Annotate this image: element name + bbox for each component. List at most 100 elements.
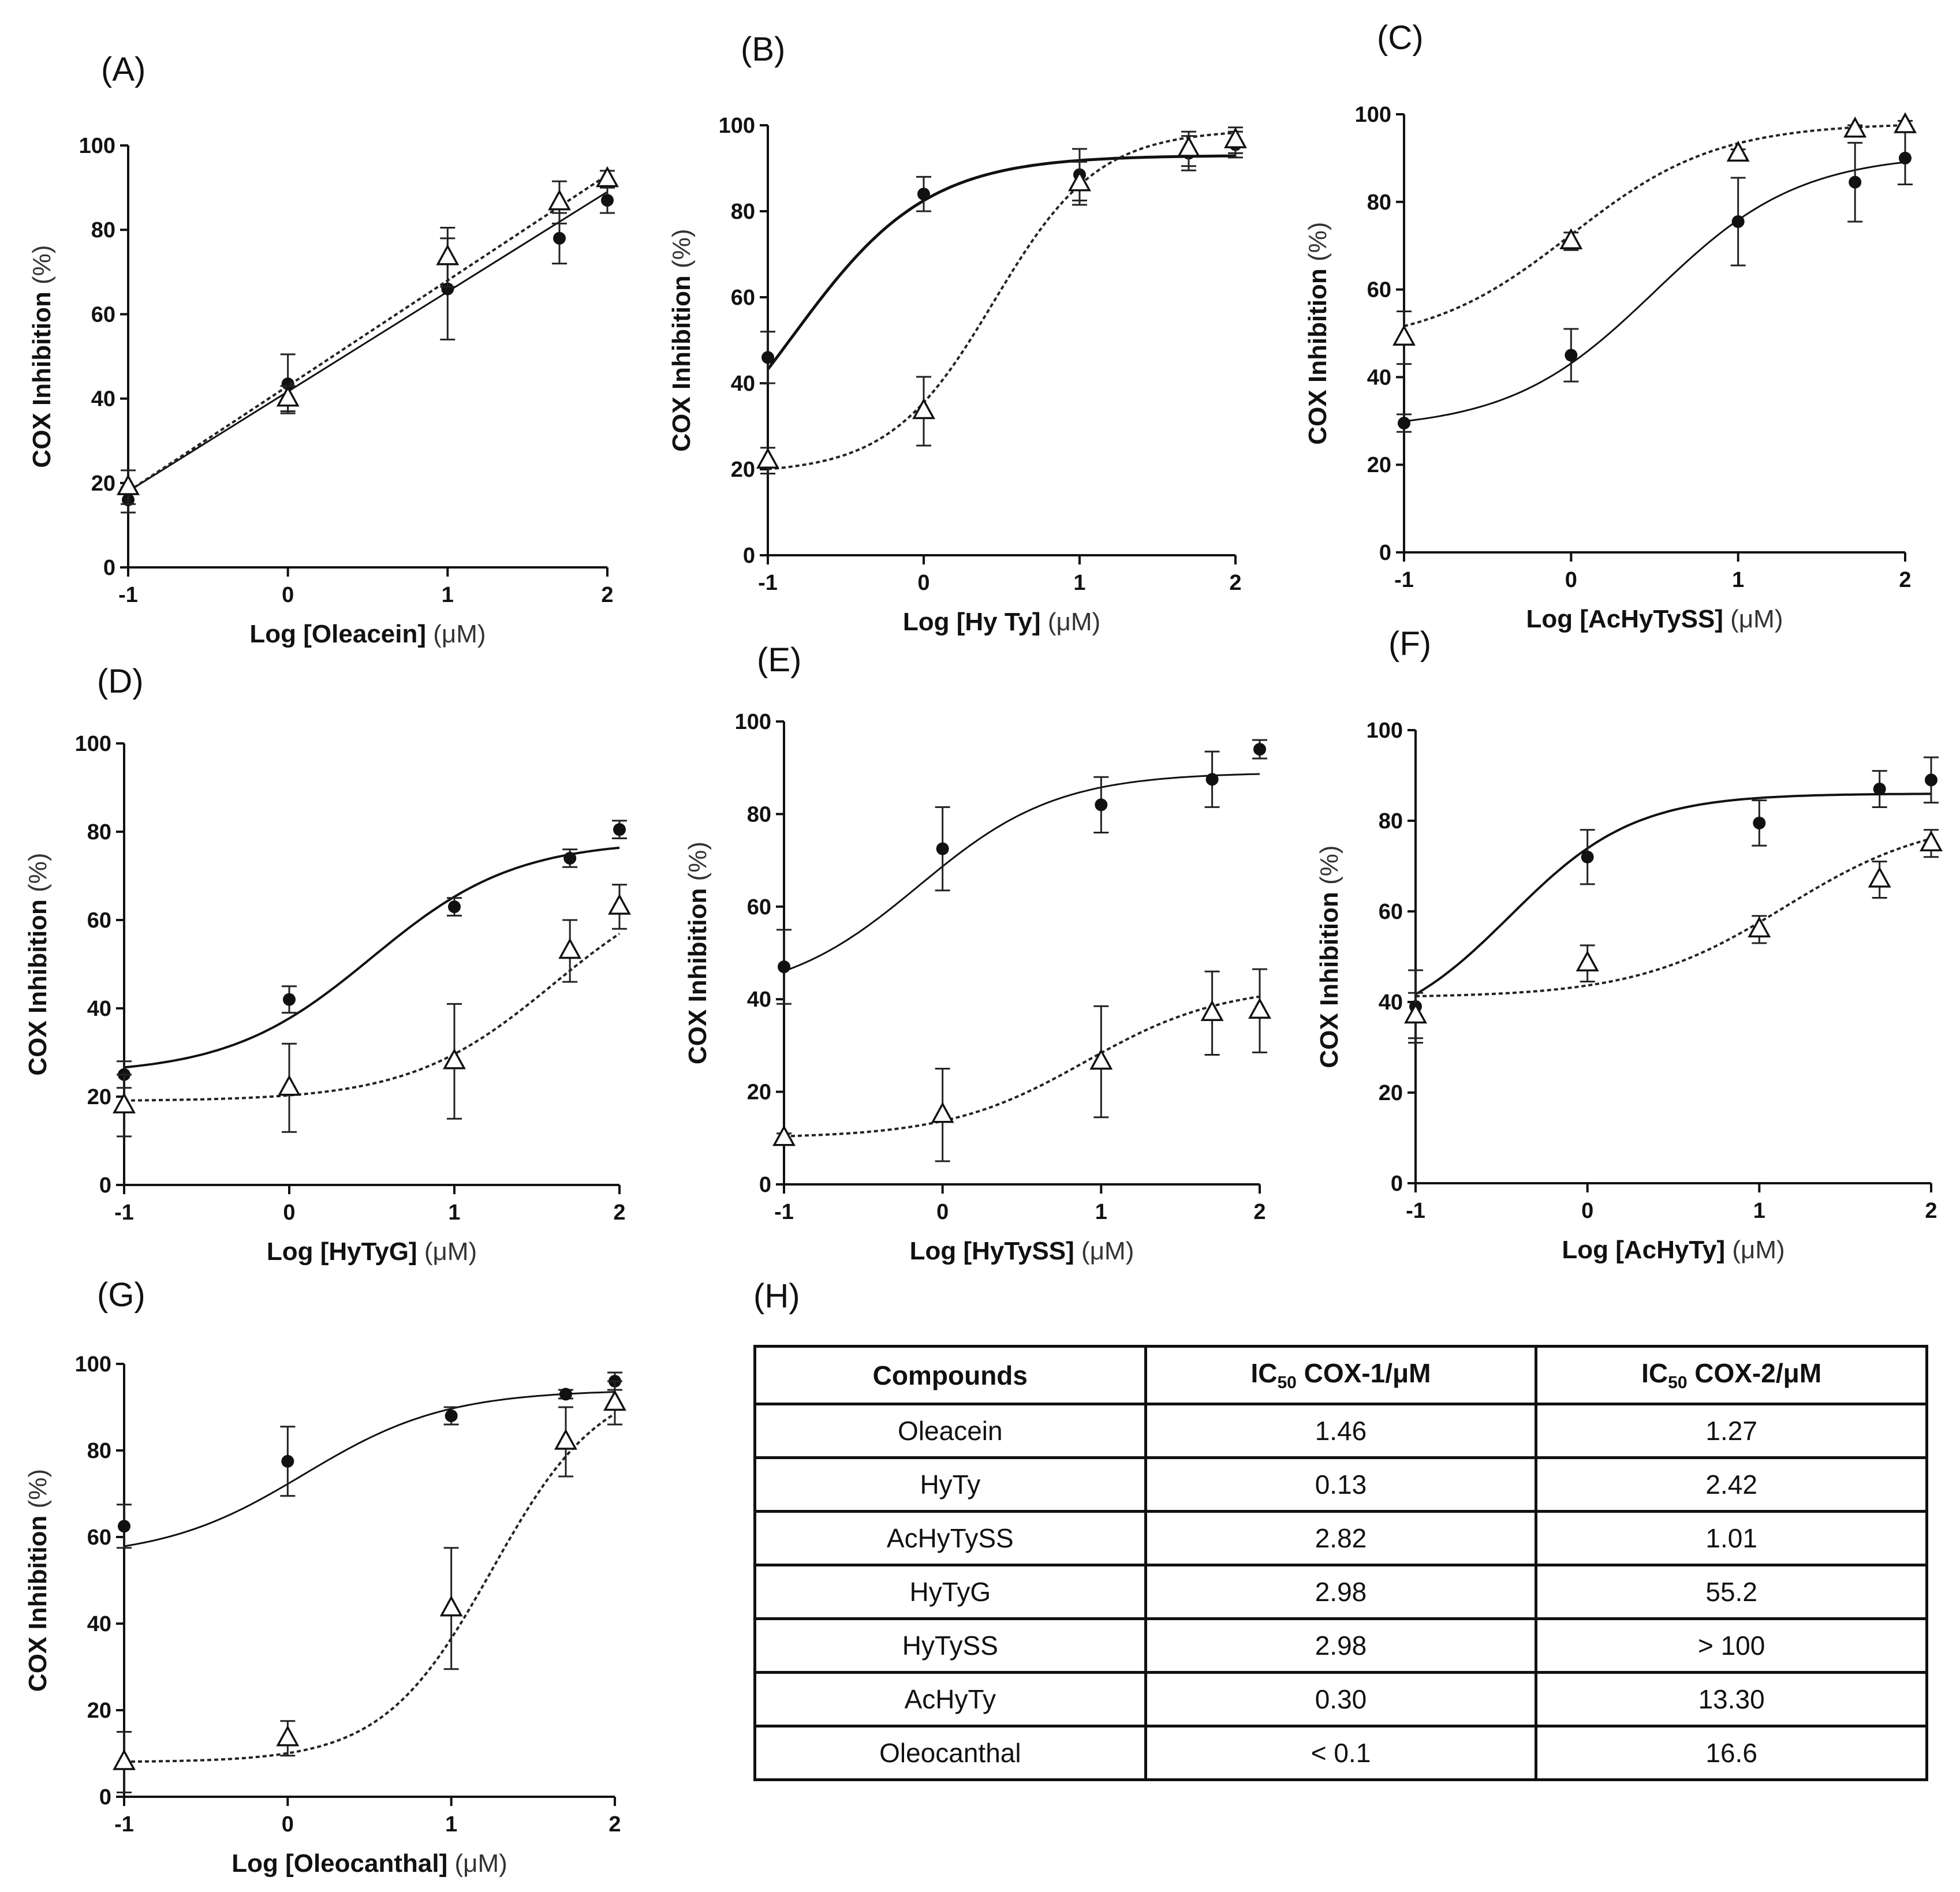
cox2-fit-curve — [124, 933, 621, 1102]
cox1-data-point — [553, 231, 566, 245]
y-tick-label: 0 — [1379, 541, 1391, 565]
panel-label: (B) — [741, 31, 785, 68]
y-tick-label: 0 — [759, 1173, 771, 1197]
cell-ic50-cox2: 55.2 — [1535, 1564, 1928, 1620]
x-axis-title: Log [AcHyTySS] (μM) — [1526, 605, 1783, 633]
x-tick-label: 1 — [1095, 1200, 1107, 1224]
cox1-data-point — [448, 900, 461, 914]
x-tick-label: 1 — [448, 1201, 460, 1225]
cox2-data-point — [1920, 830, 1943, 851]
y-tick-label: 40 — [91, 387, 115, 412]
x-tick-label: 0 — [282, 583, 294, 607]
x-tick-label: 2 — [601, 583, 613, 607]
x-tick-label: 1 — [1753, 1199, 1765, 1223]
cox2-data-point — [113, 1092, 136, 1114]
x-tick-label: 0 — [282, 1812, 294, 1837]
y-axis-title: COX Inhibition (%) — [24, 1469, 52, 1692]
cell-ic50-cox1: 0.30 — [1144, 1671, 1538, 1728]
cox1-data-point — [563, 851, 577, 865]
table-header-row: Compounds IC50 COX-1/μM IC50 COX-2/μM — [753, 1345, 1928, 1405]
y-tick-label: 20 — [87, 1085, 111, 1109]
y-tick-label: 80 — [747, 802, 771, 827]
cox2-data-point — [756, 447, 779, 469]
x-tick-label: -1 — [118, 583, 138, 607]
panel-label: (G) — [97, 1276, 145, 1314]
y-tick-label: 40 — [731, 372, 755, 396]
y-tick-label: 0 — [99, 1785, 111, 1809]
y-tick-label: 40 — [747, 988, 771, 1012]
cox1-fit-curve — [124, 846, 620, 1069]
cell-compound: AcHyTy — [753, 1671, 1147, 1728]
x-tick-label: 1 — [1732, 568, 1744, 592]
cox1-data-point — [1731, 215, 1745, 228]
cox2-data-point — [276, 1725, 300, 1747]
cox2-data-point — [1894, 112, 1917, 133]
cox1-data-point — [1565, 349, 1578, 362]
y-tick-label: 20 — [731, 458, 755, 482]
panel-label: (C) — [1377, 19, 1424, 57]
cell-ic50-cox1: 2.98 — [1144, 1617, 1538, 1674]
cox1-data-point — [1205, 773, 1219, 786]
cox1-data-point — [917, 188, 930, 201]
cox1-data-point — [761, 351, 774, 364]
cox1-fit-curve — [767, 154, 1236, 371]
cox2-data-point — [278, 1075, 301, 1096]
cox1-data-point — [1581, 850, 1594, 863]
table-row: AcHyTy 0.30 13.30 — [753, 1671, 1928, 1728]
cox2-data-point — [1843, 116, 1867, 138]
y-axis-title: COX Inhibition (%) — [1315, 845, 1343, 1068]
y-tick-label: 60 — [1367, 278, 1391, 302]
cell-ic50-cox2: > 100 — [1535, 1617, 1928, 1674]
cox1-data-point — [1095, 798, 1108, 812]
cox1-data-point — [778, 960, 790, 974]
cox2-data-point — [608, 893, 631, 915]
cox1-data-point — [1398, 417, 1410, 430]
cox2-data-point — [1748, 916, 1771, 938]
cell-compound: Oleocanthal — [753, 1725, 1147, 1781]
cell-ic50-cox2: 16.6 — [1535, 1725, 1928, 1781]
y-tick-label: 100 — [75, 732, 111, 756]
panel-label: (A) — [101, 51, 145, 88]
x-tick-label: 2 — [608, 1812, 621, 1837]
x-tick-label: 2 — [1899, 568, 1911, 592]
cox2-data-point — [554, 1429, 577, 1450]
cox2-fit-curve — [124, 1412, 616, 1763]
y-tick-label: 40 — [87, 997, 111, 1021]
x-axis-title: Log [Oleocanthal] (μM) — [232, 1849, 507, 1878]
y-tick-label: 0 — [103, 556, 115, 580]
y-axis-title: COX Inhibition (%) — [667, 229, 696, 451]
cell-compound: HyTyG — [753, 1564, 1147, 1620]
panel-label: (D) — [97, 663, 144, 700]
y-tick-label: 0 — [743, 544, 755, 568]
cell-compound: HyTySS — [753, 1617, 1147, 1674]
cox2-data-point — [931, 1102, 954, 1123]
cox2-data-point — [558, 937, 582, 959]
x-tick-label: -1 — [1406, 1199, 1425, 1223]
x-tick-label: 1 — [1073, 571, 1085, 595]
cox2-fit-curve — [1403, 124, 1906, 328]
x-tick-label: -1 — [758, 571, 778, 595]
cox1-fit-curve — [1414, 792, 1931, 996]
y-axis-title: COX Inhibition (%) — [684, 842, 712, 1064]
cox1-data-point — [1849, 175, 1862, 189]
cox2-data-point — [1559, 228, 1583, 249]
cox1-fit-curve — [783, 773, 1260, 973]
cox1-data-point — [613, 823, 626, 836]
cox1-data-point — [1753, 816, 1766, 829]
panel-label-h: (H) — [753, 1277, 800, 1315]
table-row: HyTySS 2.98 > 100 — [753, 1617, 1928, 1674]
header-ic50-cox2: IC50 COX-2/μM — [1535, 1345, 1928, 1405]
x-tick-label: 0 — [917, 571, 929, 595]
table-row: HyTy 0.13 2.42 — [753, 1456, 1928, 1513]
y-tick-label: 80 — [91, 218, 115, 242]
cox2-data-point — [1726, 140, 1750, 162]
cox2-data-point — [276, 385, 300, 407]
y-tick-label: 0 — [99, 1173, 111, 1198]
cell-ic50-cox2: 1.27 — [1535, 1403, 1928, 1459]
cox1-data-point — [441, 282, 454, 296]
